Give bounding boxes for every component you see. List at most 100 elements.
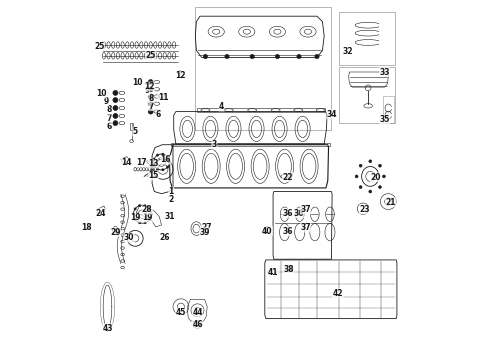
Circle shape	[378, 186, 381, 189]
Text: 19: 19	[142, 213, 152, 222]
Text: 37: 37	[300, 205, 311, 214]
Text: 3: 3	[212, 140, 217, 149]
Circle shape	[134, 208, 136, 210]
Text: 22: 22	[282, 173, 293, 182]
Circle shape	[203, 54, 208, 59]
Text: 9: 9	[104, 97, 109, 106]
Circle shape	[148, 94, 153, 99]
Text: 45: 45	[176, 308, 186, 317]
Text: 1: 1	[169, 187, 174, 196]
Circle shape	[169, 161, 171, 163]
Circle shape	[156, 168, 159, 170]
Text: 33: 33	[379, 68, 390, 77]
Circle shape	[139, 222, 141, 224]
Text: 11: 11	[158, 93, 168, 102]
Circle shape	[148, 101, 153, 106]
Text: 9: 9	[145, 86, 150, 95]
Circle shape	[148, 87, 153, 92]
Circle shape	[250, 54, 254, 59]
Text: 24: 24	[95, 209, 105, 217]
Text: 15: 15	[148, 171, 158, 180]
Text: 18: 18	[81, 223, 92, 232]
Circle shape	[150, 213, 152, 215]
Text: 12: 12	[145, 82, 155, 91]
Bar	[383, 96, 394, 123]
Text: 7: 7	[107, 114, 112, 122]
Text: 31: 31	[164, 212, 174, 221]
Text: 19: 19	[130, 213, 141, 222]
Text: 34: 34	[327, 110, 338, 119]
Circle shape	[113, 90, 118, 95]
Text: 42: 42	[333, 289, 343, 298]
Circle shape	[369, 190, 372, 193]
Circle shape	[113, 98, 118, 103]
Text: 41: 41	[268, 269, 278, 277]
Bar	[171, 143, 330, 146]
Circle shape	[139, 204, 141, 207]
Bar	[195, 7, 331, 130]
Text: 25: 25	[146, 51, 156, 60]
Circle shape	[153, 158, 155, 160]
Circle shape	[148, 80, 153, 85]
Bar	[130, 123, 133, 130]
Text: 36: 36	[293, 209, 303, 217]
Circle shape	[359, 164, 362, 167]
Text: 38: 38	[284, 265, 294, 274]
Circle shape	[162, 153, 164, 155]
Circle shape	[369, 160, 372, 163]
Circle shape	[134, 219, 136, 221]
Bar	[339, 67, 395, 123]
Text: 8: 8	[107, 105, 112, 114]
Text: 14: 14	[121, 158, 131, 167]
Text: 44: 44	[192, 308, 203, 317]
Circle shape	[132, 213, 134, 215]
Text: 6: 6	[107, 122, 112, 131]
Text: 32: 32	[343, 47, 353, 56]
Text: 37: 37	[300, 223, 311, 232]
Text: 28: 28	[142, 205, 152, 214]
Text: 6: 6	[156, 110, 161, 119]
Text: 30: 30	[124, 233, 134, 242]
Circle shape	[315, 54, 319, 59]
Text: 7: 7	[148, 102, 154, 111]
Text: 27: 27	[201, 223, 212, 232]
Circle shape	[156, 154, 159, 156]
Circle shape	[113, 105, 118, 111]
Text: 10: 10	[96, 89, 106, 98]
Text: 23: 23	[359, 205, 370, 214]
Circle shape	[378, 164, 381, 167]
Circle shape	[144, 222, 146, 224]
Text: 26: 26	[160, 233, 171, 242]
Circle shape	[148, 109, 153, 114]
Circle shape	[359, 186, 362, 189]
Text: 13: 13	[148, 159, 158, 168]
Circle shape	[167, 166, 169, 168]
Circle shape	[383, 175, 386, 178]
Circle shape	[167, 156, 169, 158]
Text: 10: 10	[132, 78, 142, 87]
Text: 40: 40	[262, 227, 272, 236]
Text: 2: 2	[169, 195, 174, 204]
Text: 36: 36	[282, 227, 293, 236]
Text: 17: 17	[136, 158, 147, 167]
Circle shape	[297, 54, 301, 59]
Text: 46: 46	[192, 320, 203, 329]
Circle shape	[113, 121, 118, 126]
Text: 35: 35	[379, 115, 390, 124]
Text: 29: 29	[110, 228, 121, 237]
Bar	[339, 12, 395, 65]
Circle shape	[355, 175, 358, 178]
Text: 43: 43	[102, 324, 113, 333]
Circle shape	[113, 113, 118, 118]
Text: 4: 4	[219, 102, 224, 111]
Circle shape	[148, 208, 151, 210]
Text: 36: 36	[282, 209, 293, 217]
Circle shape	[162, 169, 164, 171]
Circle shape	[275, 54, 280, 59]
Text: 5: 5	[133, 127, 138, 136]
Text: 25: 25	[94, 42, 104, 51]
Circle shape	[144, 204, 146, 207]
Text: 21: 21	[386, 198, 396, 207]
Text: 16: 16	[161, 156, 171, 164]
Circle shape	[148, 219, 151, 221]
